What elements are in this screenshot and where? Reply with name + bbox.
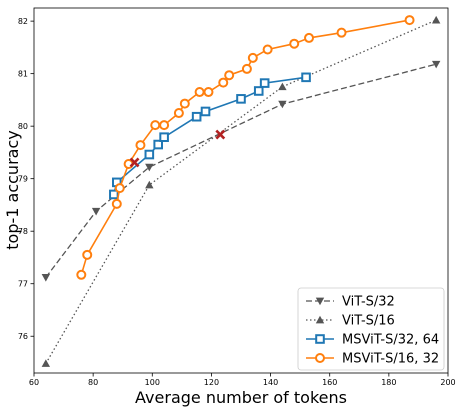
series-0-point-0	[41, 274, 51, 282]
series-2-point-8	[253, 86, 264, 96]
series-3	[76, 15, 415, 280]
legend-label-1: ViT-S/16	[342, 314, 395, 329]
y-axis-label: top-1 accuracy	[3, 130, 22, 249]
y-tick-label-5: 81	[18, 70, 28, 79]
series-3-point-11	[203, 87, 214, 98]
series-0-point-4	[431, 60, 441, 69]
y-tick-label-0: 76	[18, 332, 28, 341]
series-2-point-5	[191, 111, 202, 122]
series-layer	[41, 15, 441, 367]
series-3-point-7	[159, 120, 170, 131]
series-1-point-1	[145, 180, 154, 189]
legend-marker-3	[315, 353, 325, 363]
series-2-point-10	[301, 72, 311, 83]
series-3-point-5	[135, 140, 146, 151]
series-3-point-14	[241, 63, 252, 74]
series-3-point-16	[262, 44, 273, 55]
series-2-point-6	[200, 106, 211, 117]
legend-box	[297, 287, 445, 371]
legend-item-1: ViT-S/16	[306, 314, 395, 329]
y-tick-label-6: 82	[18, 17, 28, 26]
legend-marker-2	[315, 334, 325, 344]
series-3-point-8	[173, 108, 184, 119]
series-0-point-2	[145, 163, 154, 172]
series-0	[41, 60, 441, 282]
series-2-point-3	[153, 139, 163, 150]
series-3-point-12	[218, 77, 229, 88]
series-3-point-13	[224, 70, 235, 81]
series-3-point-0	[76, 269, 87, 280]
series-2	[109, 72, 311, 200]
series-3-point-19	[336, 27, 347, 38]
x-tick-label-0: 60	[29, 378, 39, 387]
series-0-line	[45, 63, 437, 278]
series-2-point-9	[259, 78, 270, 88]
highlight-marker-1	[215, 129, 226, 140]
x-tick-label-5: 160	[322, 378, 337, 387]
series-3-point-18	[304, 32, 315, 43]
series-2-point-7	[236, 94, 246, 104]
highlight-marker-0-stroke-b	[129, 157, 140, 168]
x-tick-label-3: 120	[204, 378, 219, 387]
legend-item-0: ViT-S/32	[306, 295, 395, 310]
legend-label-0: ViT-S/32	[342, 295, 395, 310]
x-tick-label-7: 200	[440, 378, 455, 387]
plot-frame	[33, 7, 449, 374]
series-0-point-1	[91, 207, 101, 216]
series-3-point-6	[150, 120, 161, 131]
x-axis-label: Average number of tokens	[135, 388, 347, 407]
highlight-marker-0	[129, 157, 140, 168]
series-3-point-17	[289, 38, 300, 49]
series-1-point-3	[431, 15, 441, 24]
x-tick-label-2: 100	[145, 378, 160, 387]
axis-layer: 60 80 100 120 140 160 180 200 76 77 78 79 80 81 82	[18, 17, 456, 387]
highlight-layer	[129, 129, 226, 168]
legend-marker-1	[315, 315, 325, 324]
series-2-point-4	[159, 132, 169, 142]
y-tick-label-1: 77	[18, 280, 28, 289]
legend-item-2: MSViT-S/32, 64	[306, 333, 439, 348]
series-1	[41, 15, 441, 367]
legend-label-3: MSViT-S/16, 32	[342, 352, 439, 367]
series-3-point-20	[404, 15, 415, 26]
series-1-point-0	[41, 359, 51, 367]
series-3-point-10	[194, 87, 205, 98]
series-0-point-3	[278, 100, 287, 109]
x-tick-label-6: 180	[381, 378, 396, 387]
y-tick-label-4: 80	[18, 122, 28, 131]
series-3-point-3	[114, 183, 125, 194]
legend-marker-0	[315, 297, 325, 306]
series-3-point-1	[82, 249, 93, 260]
x-tick-label-1: 80	[88, 378, 98, 387]
x-tick-label-4: 140	[263, 378, 278, 387]
series-3-point-2	[111, 198, 122, 209]
y-tick-label-2: 78	[18, 227, 28, 236]
series-2-point-0	[109, 189, 119, 200]
series-3-point-9	[179, 98, 190, 109]
highlight-marker-1-stroke-b	[215, 129, 226, 140]
series-2-point-2	[144, 149, 155, 160]
series-3-point-15	[247, 52, 258, 63]
legend: ViT-S/32 ViT-S/16 MSViT-S/32, 64 MSViT-S/16…	[297, 287, 445, 371]
legend-label-2: MSViT-S/32, 64	[342, 333, 439, 348]
series-1-point-2	[278, 82, 287, 91]
legend-item-3: MSViT-S/16, 32	[306, 352, 439, 367]
series-1-line	[45, 19, 437, 364]
y-tick-label-3: 79	[18, 175, 28, 184]
